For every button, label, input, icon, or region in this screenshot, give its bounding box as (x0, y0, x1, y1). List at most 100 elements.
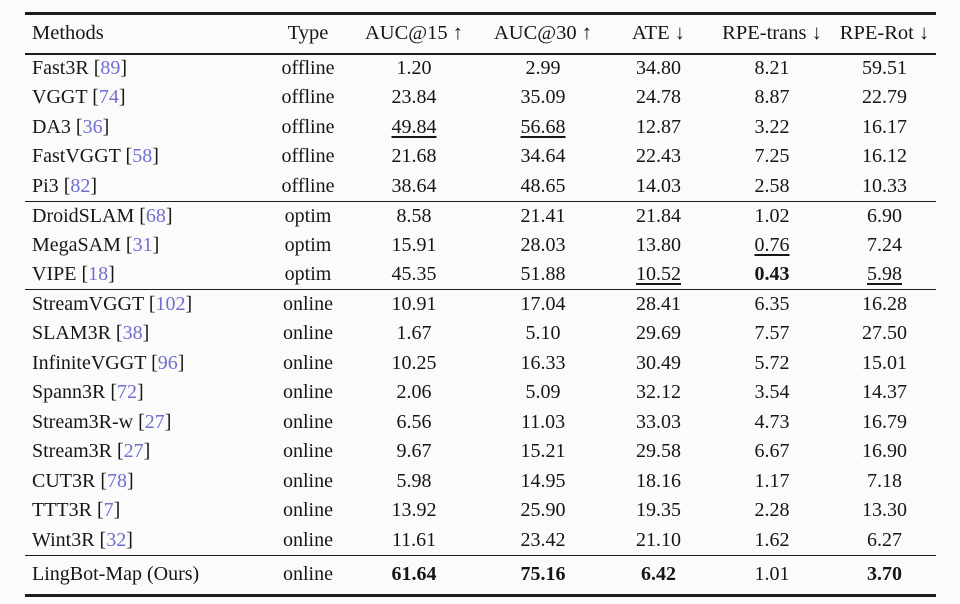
method-name: TTT3R (32, 499, 92, 522)
citation-link[interactable]: [82] (64, 175, 97, 197)
citation-bracket: [ (93, 57, 101, 80)
value-cell: 6.56 (396, 410, 432, 433)
value-cell: 3.70 (867, 563, 902, 585)
citation-number: 27 (123, 440, 144, 463)
type-cell: online (283, 440, 333, 463)
citation-link[interactable]: [31] (126, 234, 159, 256)
method-name: StreamVGGT (32, 293, 144, 315)
table-row: FastVGGT [58] offline 21.68 34.64 22.43 7.25 1… (25, 142, 936, 172)
citation-link[interactable]: [74] (92, 86, 125, 108)
citation-bracket: ] (185, 293, 193, 315)
value-cell: 2.06 (396, 381, 432, 404)
type-cell: offline (281, 115, 335, 138)
table-row: Stream3R [27] online 9.67 15.21 29.58 6.67 16.… (25, 437, 936, 467)
value-cell: 61.64 (391, 563, 437, 585)
value-cell: 56.68 (520, 115, 566, 138)
value-cell: 9.67 (396, 440, 432, 463)
type-cell: online (283, 410, 333, 433)
method-cell: InfiniteVGGT [96] (25, 349, 268, 379)
citation-link[interactable]: [7] (97, 499, 120, 521)
method-cell: Fast3R [89] (25, 54, 268, 84)
citation-link[interactable]: [78] (100, 470, 133, 492)
citation-bracket: [ (148, 293, 156, 315)
citation-bracket: ] (152, 233, 160, 256)
citation-link[interactable]: [68] (139, 205, 172, 227)
col-header: AUC@15 ↑ (364, 22, 464, 45)
method-name: Fast3R (32, 57, 89, 80)
table-row: Stream3R-w [27] online 6.56 11.03 33.03 4.73 1… (25, 408, 936, 438)
table-row: VIPE [18] optim 45.35 51.88 10.52 0.43 5.98 (25, 260, 936, 290)
method-name: InfiniteVGGT (32, 351, 147, 374)
table-header: Methods Type AUC@15 ↑ AUC@30 ↑ ATE ↓ RPE-tran… (25, 14, 936, 54)
value-cell: 14.37 (862, 381, 907, 404)
value-cell: 23.42 (520, 528, 566, 551)
method-name: VGGT (32, 86, 88, 109)
citation-link[interactable]: [36] (76, 116, 109, 138)
value-cell: 7.24 (867, 233, 902, 256)
value-cell: 22.43 (636, 145, 681, 168)
citation-number: 7 (103, 499, 114, 522)
value-cell: 8.58 (396, 204, 432, 227)
value-cell: 21.10 (636, 528, 681, 551)
value-cell: 48.65 (520, 174, 566, 197)
method-name: VIPE (32, 263, 77, 285)
citation-bracket: ] (164, 410, 172, 433)
value-cell: 17.04 (520, 293, 566, 315)
citation-bracket: ] (113, 499, 121, 522)
citation-number: 89 (100, 57, 121, 80)
value-cell: 10.91 (391, 293, 437, 315)
citation-link[interactable]: [32] (100, 529, 133, 551)
value-cell: 16.12 (862, 145, 907, 168)
citation-link[interactable]: [96] (151, 352, 184, 374)
col-header: AUC@30 ↑ (493, 22, 593, 45)
value-cell: 1.02 (754, 204, 790, 227)
method-name: SLAM3R (32, 322, 111, 345)
citation-bracket: ] (165, 204, 173, 227)
value-cell: 6.27 (867, 528, 902, 551)
value-cell: 5.98 (396, 469, 432, 492)
citation-link[interactable]: [38] (116, 322, 149, 344)
row-group-ours: LingBot-Map (Ours) online 61.64 75.16 6.42 1.… (25, 555, 936, 595)
value-cell: 16.79 (862, 410, 907, 433)
citation-bracket: ] (90, 174, 98, 197)
citation-number: 68 (145, 204, 166, 227)
value-cell: 1.01 (754, 563, 790, 585)
citation-link[interactable]: [89] (94, 57, 127, 79)
citation-bracket: [ (63, 174, 71, 197)
value-cell: 29.58 (636, 440, 681, 463)
value-cell: 30.49 (636, 351, 681, 374)
citation-link[interactable]: [27] (138, 411, 171, 433)
citation-link[interactable]: [27] (117, 440, 150, 462)
value-cell: 10.33 (862, 174, 907, 197)
citation-number: 82 (70, 174, 91, 197)
type-cell: online (283, 528, 333, 551)
citation-link[interactable]: [58] (126, 145, 159, 167)
citation-bracket: [ (110, 381, 118, 404)
type-cell: online (283, 293, 333, 315)
type-cell: online (283, 381, 333, 404)
value-cell: 2.28 (754, 499, 790, 522)
citation-number: 78 (107, 469, 128, 492)
value-cell: 1.20 (396, 57, 432, 80)
type-cell: online (283, 351, 333, 374)
citation-link[interactable]: [18] (81, 263, 114, 285)
citation-link[interactable]: [72] (110, 381, 143, 403)
value-cell: 1.67 (396, 322, 432, 345)
table-row: TTT3R [7] online 13.92 25.90 19.35 2.28 13.30 (25, 496, 936, 526)
value-cell: 28.41 (636, 293, 681, 315)
value-cell: 11.03 (520, 410, 566, 433)
value-cell: 0.43 (754, 263, 790, 285)
citation-link[interactable]: [102] (149, 293, 192, 315)
value-cell: 11.61 (391, 528, 437, 551)
value-cell: 7.18 (867, 469, 902, 492)
method-name: LingBot-Map (Ours) (32, 563, 200, 585)
value-cell: 8.87 (754, 86, 790, 109)
citation-bracket: ] (142, 322, 150, 345)
value-cell: 38.64 (391, 174, 437, 197)
citation-number: 31 (132, 233, 153, 256)
value-cell: 7.57 (754, 322, 790, 345)
method-name: Stream3R (32, 440, 112, 463)
citation-number: 18 (88, 263, 109, 285)
value-cell: 45.35 (391, 263, 437, 285)
col-header: Type (287, 22, 329, 45)
